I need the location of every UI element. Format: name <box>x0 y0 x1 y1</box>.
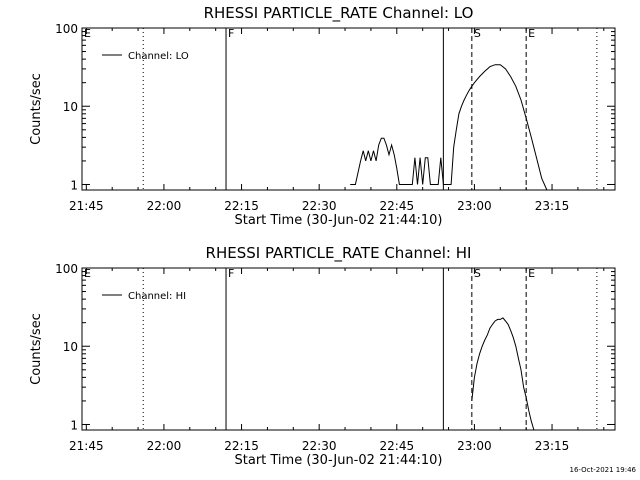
y-tick-label: 100 <box>55 262 78 276</box>
x-tick-label: 22:30 <box>302 199 337 213</box>
x-tick-label: 21:45 <box>69 439 104 453</box>
event-marker-label: E <box>528 267 535 280</box>
x-tick-label: 23:15 <box>535 199 570 213</box>
event-marker-label: F <box>228 267 234 280</box>
x-tick-label: 22:15 <box>224 439 259 453</box>
y-tick-label: 10 <box>63 100 78 114</box>
series-line <box>350 64 548 191</box>
y-tick-label: 100 <box>55 22 78 36</box>
event-marker-label: S <box>474 27 481 40</box>
x-tick-label: 22:00 <box>147 199 182 213</box>
chart-title: RHESSI PARTICLE_RATE Channel: HI <box>206 244 472 263</box>
y-tick-label: 1 <box>70 418 78 432</box>
x-tick-label: 23:15 <box>535 439 570 453</box>
series-line <box>471 317 535 431</box>
legend-label: Channel: LO <box>128 51 189 62</box>
x-tick-label: 21:45 <box>69 199 104 213</box>
x-tick-label: 22:45 <box>380 199 415 213</box>
x-tick-label: 23:00 <box>457 199 492 213</box>
event-marker-label: F <box>228 27 234 40</box>
event-marker-label: E <box>84 267 91 280</box>
x-tick-label: 22:45 <box>380 439 415 453</box>
event-marker-label: E <box>84 27 91 40</box>
event-marker-label: E <box>528 27 535 40</box>
x-axis-label: Start Time (30-Jun-02 21:44:10) <box>235 453 443 468</box>
footer-timestamp: 16-Oct-2021 19:46 <box>569 466 636 474</box>
legend-label: Channel: HI <box>128 291 186 302</box>
y-axis-label: Counts/sec <box>29 73 44 145</box>
chart-title: RHESSI PARTICLE_RATE Channel: LO <box>204 4 474 23</box>
y-axis-label: Counts/sec <box>29 313 44 385</box>
x-tick-label: 23:00 <box>457 439 492 453</box>
x-tick-label: 22:15 <box>224 199 259 213</box>
x-axis-label: Start Time (30-Jun-02 21:44:10) <box>235 213 443 228</box>
y-tick-label: 10 <box>63 340 78 354</box>
event-marker-label: S <box>474 267 481 280</box>
y-tick-label: 1 <box>70 178 78 192</box>
x-tick-label: 22:30 <box>302 439 337 453</box>
x-tick-label: 22:00 <box>147 439 182 453</box>
